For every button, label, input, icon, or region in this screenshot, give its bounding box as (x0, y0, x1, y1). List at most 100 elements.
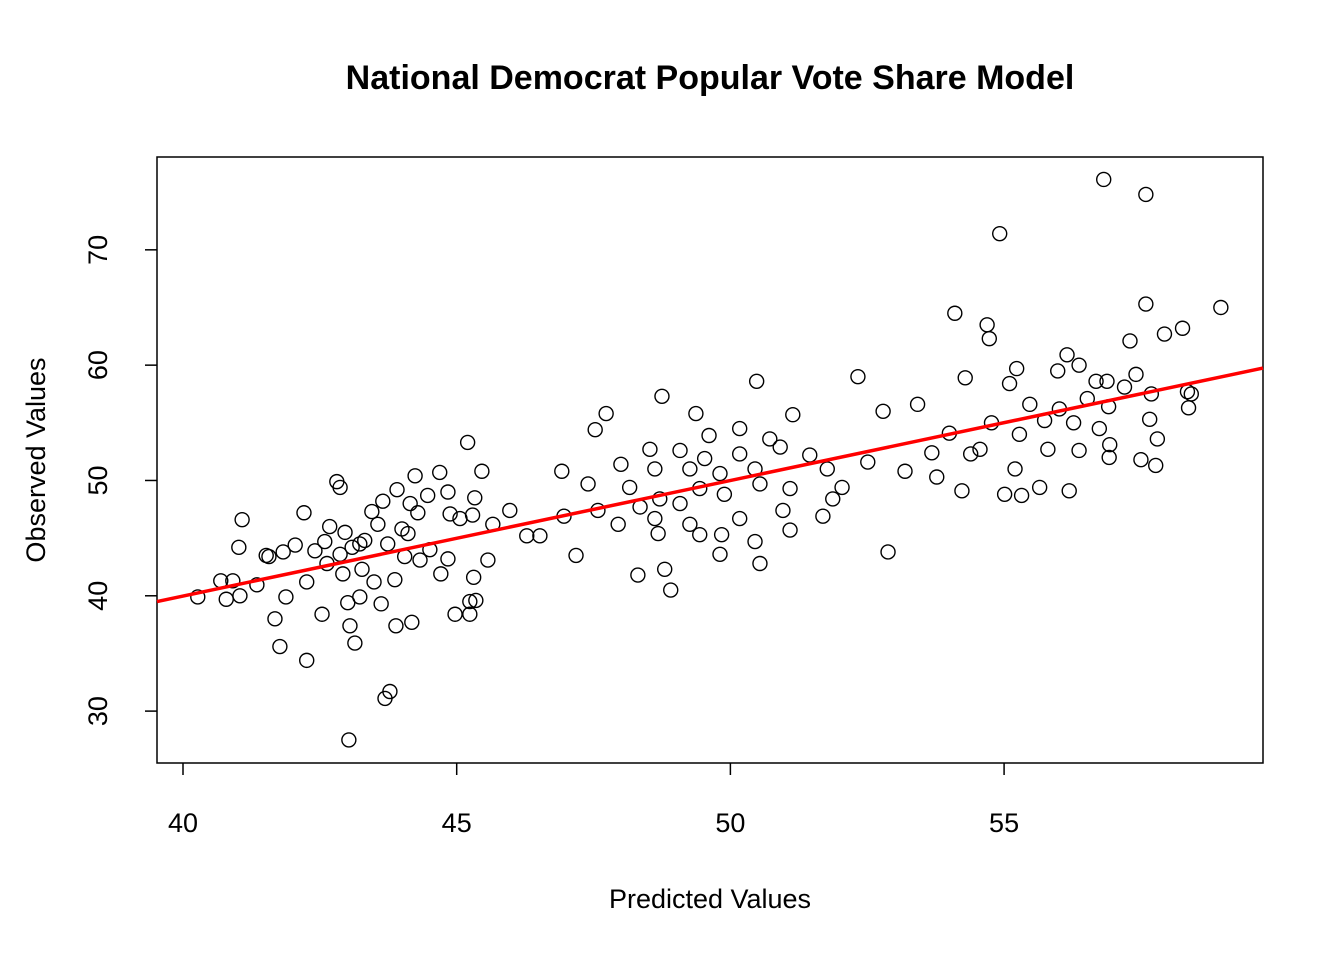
x-tick-label: 50 (715, 808, 745, 838)
point (962, 446, 979, 462)
point (782, 480, 798, 497)
point (909, 396, 926, 413)
point (447, 606, 463, 622)
point (682, 461, 698, 477)
point (1148, 457, 1164, 474)
point (258, 547, 274, 564)
point (587, 422, 603, 438)
point (568, 547, 584, 564)
point (232, 588, 248, 604)
point (337, 524, 353, 541)
point (231, 539, 247, 556)
point (1101, 449, 1117, 466)
point (341, 732, 357, 748)
point (468, 592, 484, 609)
point (610, 516, 626, 532)
point (1156, 326, 1173, 342)
point (342, 618, 358, 634)
point (650, 525, 666, 542)
point (875, 403, 891, 419)
point (296, 505, 312, 521)
point (954, 483, 970, 499)
point (249, 577, 265, 593)
point (1050, 363, 1066, 379)
point (621, 479, 638, 496)
fit-line (156, 366, 1264, 604)
point (654, 388, 670, 404)
point (462, 593, 478, 610)
point (1149, 431, 1166, 447)
point (474, 463, 490, 479)
point (373, 596, 389, 612)
point (580, 476, 596, 492)
point (819, 461, 835, 477)
point (772, 439, 788, 455)
point (1180, 400, 1197, 416)
point (442, 506, 458, 522)
point (1040, 441, 1056, 458)
point (322, 518, 338, 535)
point (335, 566, 351, 582)
point (630, 567, 646, 583)
point (979, 317, 995, 333)
point (380, 536, 396, 552)
point (190, 589, 206, 605)
x-tick-label: 40 (168, 808, 198, 838)
point (352, 536, 368, 552)
point (464, 507, 481, 523)
point (996, 486, 1013, 503)
point (1059, 347, 1075, 363)
point (947, 305, 963, 321)
point (775, 502, 791, 519)
point (407, 468, 423, 484)
point (1001, 375, 1018, 392)
point (433, 566, 449, 582)
point (410, 505, 426, 521)
point (234, 511, 250, 528)
point (647, 510, 663, 527)
y-tick-label: 40 (83, 581, 113, 611)
point (1096, 171, 1112, 188)
point (1071, 357, 1087, 373)
point (272, 638, 288, 655)
y-tick-label: 50 (83, 465, 113, 495)
point (462, 606, 478, 622)
chart-title: National Democrat Popular Vote Share Mod… (346, 59, 1075, 97)
point (1088, 373, 1104, 389)
point (467, 490, 483, 506)
point (731, 420, 748, 437)
point (402, 495, 418, 512)
point (1099, 373, 1115, 389)
point (412, 552, 428, 568)
point (598, 405, 614, 422)
point (713, 526, 730, 543)
point (519, 528, 535, 544)
point (382, 683, 398, 700)
point (880, 544, 896, 560)
point (440, 551, 456, 567)
point (802, 447, 818, 463)
y-tick-label: 70 (83, 235, 113, 265)
point (1031, 479, 1048, 496)
point (712, 465, 728, 482)
point (352, 589, 368, 605)
point (663, 582, 679, 598)
point (502, 502, 518, 519)
point (1128, 366, 1144, 383)
point (1133, 452, 1149, 468)
point (692, 526, 708, 543)
point (688, 405, 704, 422)
point (364, 503, 380, 520)
point (762, 431, 778, 447)
point (657, 561, 673, 577)
point (299, 574, 315, 590)
y-axis-label: Observed Values (21, 357, 51, 562)
point (731, 510, 748, 527)
point (317, 533, 333, 550)
point (785, 407, 801, 423)
point (1122, 333, 1138, 349)
point (332, 479, 348, 496)
point (347, 635, 363, 651)
point (387, 571, 403, 588)
point (642, 441, 658, 458)
